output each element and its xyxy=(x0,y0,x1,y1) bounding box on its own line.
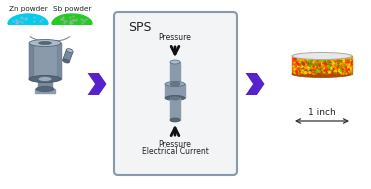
Ellipse shape xyxy=(39,42,52,44)
Polygon shape xyxy=(52,14,92,24)
Polygon shape xyxy=(170,98,180,120)
Ellipse shape xyxy=(29,75,61,83)
Ellipse shape xyxy=(38,77,52,81)
Ellipse shape xyxy=(36,87,54,91)
Ellipse shape xyxy=(170,118,180,122)
Text: Pressure: Pressure xyxy=(158,33,191,42)
Polygon shape xyxy=(38,79,52,89)
Polygon shape xyxy=(29,43,33,79)
Ellipse shape xyxy=(292,53,352,60)
Polygon shape xyxy=(88,73,106,95)
Ellipse shape xyxy=(63,59,69,63)
Ellipse shape xyxy=(165,81,185,87)
Polygon shape xyxy=(8,14,48,24)
Text: Electrical Current: Electrical Current xyxy=(142,147,209,156)
Ellipse shape xyxy=(292,70,352,77)
Ellipse shape xyxy=(170,96,180,100)
Polygon shape xyxy=(246,73,265,95)
Polygon shape xyxy=(170,62,180,84)
Polygon shape xyxy=(29,43,61,79)
Ellipse shape xyxy=(170,60,180,64)
Text: 1 inch: 1 inch xyxy=(308,108,336,117)
Text: SPS: SPS xyxy=(128,21,151,34)
Ellipse shape xyxy=(170,82,180,86)
Polygon shape xyxy=(35,89,55,93)
Polygon shape xyxy=(292,56,352,74)
Polygon shape xyxy=(57,43,61,79)
Ellipse shape xyxy=(165,95,185,101)
Ellipse shape xyxy=(29,40,61,46)
Polygon shape xyxy=(63,50,73,62)
Text: Sb powder: Sb powder xyxy=(53,6,91,12)
FancyBboxPatch shape xyxy=(114,12,237,175)
Text: Pressure: Pressure xyxy=(158,140,191,149)
Polygon shape xyxy=(165,84,185,98)
Text: Zn powder: Zn powder xyxy=(9,6,47,12)
Ellipse shape xyxy=(66,49,73,53)
